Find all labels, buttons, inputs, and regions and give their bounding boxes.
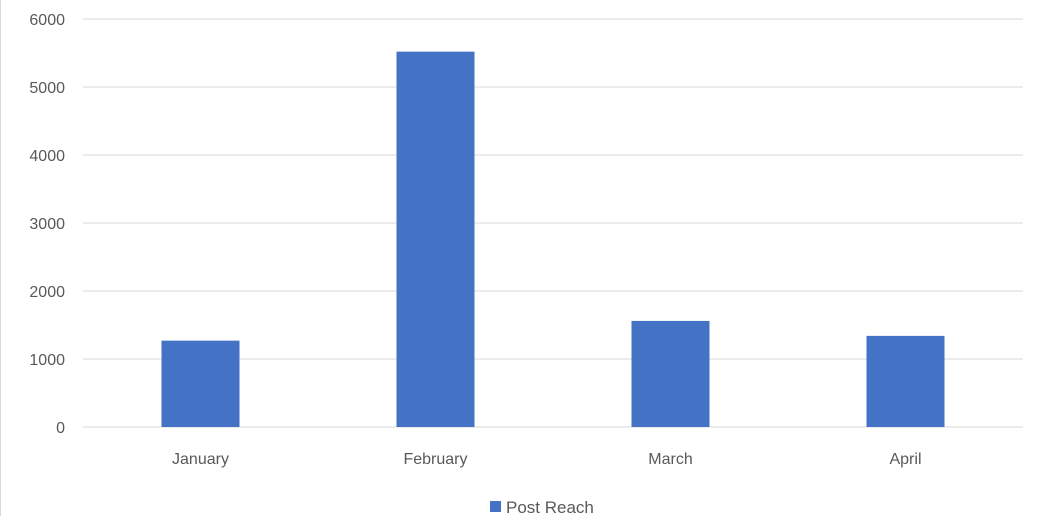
y-axis-tick-labels: 0 1000 2000 3000 4000 5000 6000: [29, 12, 65, 437]
legend-label-post-reach: Post Reach: [506, 498, 594, 516]
x-category-label: April: [889, 451, 921, 468]
x-category-label: March: [648, 451, 692, 468]
x-category-label: February: [403, 451, 467, 468]
bar-march: [631, 320, 710, 427]
y-tick-label: 5000: [29, 80, 65, 97]
bar-february: [396, 51, 475, 427]
legend-swatch-post-reach: [490, 501, 501, 512]
bar-january: [161, 340, 240, 427]
y-tick-label: 4000: [29, 148, 65, 165]
legend: Post Reach: [490, 498, 594, 516]
x-category-label: January: [172, 451, 229, 468]
y-tick-label: 3000: [29, 216, 65, 233]
y-tick-label: 6000: [29, 12, 65, 29]
y-tick-label: 1000: [29, 352, 65, 369]
bar-april: [866, 335, 945, 427]
y-tick-label: 0: [56, 420, 65, 437]
y-tick-label: 2000: [29, 284, 65, 301]
gridlines: [83, 18, 1023, 428]
x-axis-category-labels: January February March April: [172, 451, 921, 468]
bars: [161, 51, 945, 427]
